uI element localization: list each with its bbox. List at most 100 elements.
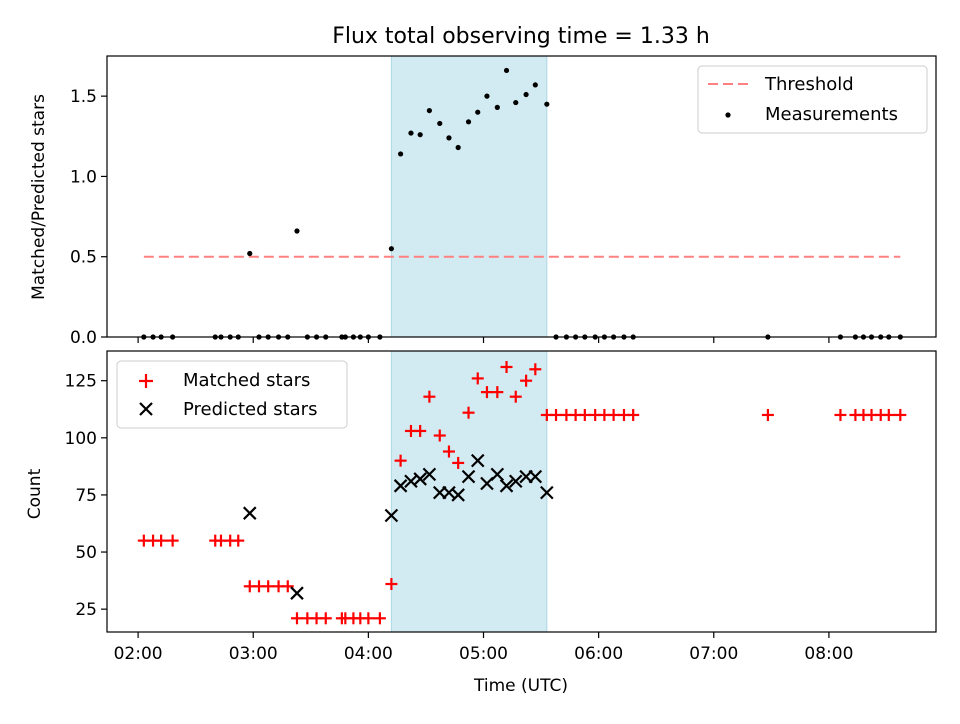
- predicted-star-point: [461, 469, 476, 484]
- bottom-y-tick-label: 125: [65, 372, 97, 392]
- measurement-point: [426, 107, 432, 114]
- matched-legend-label: Matched stars: [183, 370, 310, 391]
- top-highlight-band: [390, 55, 548, 338]
- top-legend: Threshold Measurements: [697, 65, 928, 134]
- matched-star-point: [627, 408, 640, 421]
- matched-star-point: [155, 534, 168, 547]
- x-tick-label: 03:00: [229, 644, 278, 664]
- bottom-y-tick-label: 75: [75, 486, 97, 506]
- top-legend-box: [697, 65, 928, 134]
- matched-star-point: [232, 534, 245, 547]
- bottom-y-ticks: 25 50 75 100 125: [65, 372, 107, 620]
- measurement-point: [475, 109, 481, 115]
- predicted-star-point: [451, 488, 465, 502]
- matched-star-point: [578, 408, 591, 421]
- measurement-point: [523, 91, 529, 98]
- bottom-frame: [106, 350, 937, 633]
- matched-star-point: [607, 408, 620, 421]
- matched-star-point: [520, 374, 533, 387]
- figure-title: Flux total observing time = 1.33 h: [332, 24, 710, 49]
- matched-star-markers: [137, 360, 907, 625]
- matched-star-point: [385, 578, 398, 591]
- top-frame: [106, 55, 937, 338]
- matched-star-point: [894, 408, 907, 421]
- measurement-point: [503, 67, 510, 74]
- top-panel: 0.0 0.5 1.0 1.5 Matched/Predicted stars Thr…: [29, 55, 937, 348]
- matched-star-point: [262, 580, 275, 593]
- predicted-star-markers: [242, 453, 554, 600]
- measurement-point: [247, 250, 253, 257]
- measurement-point: [294, 228, 300, 234]
- matched-star-point: [500, 360, 513, 373]
- matched-star-point: [471, 372, 484, 385]
- x-tick-label: 04:00: [344, 644, 393, 664]
- top-y-axis-label: Matched/Predicted stars: [29, 94, 49, 300]
- x-axis-label: Time (UTC): [473, 676, 568, 696]
- matched-star-point: [433, 429, 446, 442]
- matched-star-point: [414, 424, 427, 437]
- matched-star-point: [491, 386, 504, 399]
- predicted-legend-marker: [139, 402, 153, 416]
- matched-star-point: [319, 612, 332, 625]
- bottom-y-tick-label: 25: [75, 600, 97, 620]
- top-y-tick-label: 1.0: [70, 167, 97, 187]
- predicted-star-point: [290, 586, 304, 600]
- bottom-panel: 02:00 03:00 04:00 05:00 06:00 07:00 08:00 25 50…: [25, 350, 937, 696]
- top-y-tick-label: 0.0: [70, 328, 97, 348]
- top-y-tick-label: 0.5: [70, 248, 97, 268]
- predicted-star-point: [528, 469, 543, 484]
- bottom-legend: Matched stars Predicted stars: [116, 360, 348, 429]
- measurement-point: [408, 130, 414, 136]
- matched-star-point: [442, 445, 455, 458]
- measurements-legend-marker: [725, 112, 731, 118]
- x-tick-label: 08:00: [804, 644, 853, 664]
- measurement-point: [455, 144, 461, 151]
- measurement-point: [532, 82, 538, 88]
- bottom-highlight-band: [390, 350, 548, 633]
- matched-star-point: [529, 363, 542, 376]
- predicted-star-point: [508, 474, 523, 488]
- bottom-y-tick-label: 100: [65, 429, 97, 449]
- matched-legend-marker: [139, 374, 153, 388]
- matched-star-point: [166, 534, 179, 547]
- predicted-star-point: [422, 467, 437, 482]
- predicted-star-point: [413, 472, 427, 486]
- x-tick-label: 05:00: [459, 644, 508, 664]
- predicted-star-point: [540, 485, 554, 500]
- measurement-point: [437, 120, 443, 127]
- matched-star-point: [480, 386, 493, 399]
- matched-star-point: [373, 612, 386, 625]
- x-tick-label: 06:00: [574, 644, 623, 664]
- predicted-star-point: [384, 508, 399, 523]
- predicted-star-point: [490, 467, 505, 482]
- measurement-point: [544, 101, 550, 107]
- measurement-point: [465, 119, 472, 125]
- top-y-tick-label: 1.5: [70, 87, 97, 107]
- predicted-star-point: [393, 479, 408, 493]
- matched-star-point: [423, 390, 436, 403]
- threshold-legend-label: Threshold: [764, 74, 854, 95]
- bottom-legend-box: [116, 360, 348, 429]
- matched-star-point: [834, 408, 847, 421]
- bottom-y-axis-label: Count: [25, 468, 45, 519]
- measurement-point: [417, 132, 423, 138]
- top-x-ticks: [137, 337, 830, 343]
- measurement-point: [513, 99, 519, 106]
- matched-star-point: [290, 612, 303, 625]
- measurements-legend-label: Measurements: [765, 104, 898, 125]
- matched-star-point: [462, 406, 475, 419]
- measurement-point: [388, 246, 394, 252]
- measurement-point: [446, 135, 452, 141]
- x-tick-label: 02:00: [114, 644, 163, 664]
- measurement-point: [484, 93, 490, 99]
- predicted-legend-label: Predicted stars: [183, 399, 317, 420]
- matched-star-point: [281, 580, 294, 593]
- measurement-point: [494, 104, 500, 110]
- predicted-star-point: [499, 479, 514, 493]
- matched-star-point: [509, 390, 522, 403]
- matched-star-point: [452, 456, 465, 469]
- matched-star-point: [394, 454, 407, 467]
- bottom-x-ticks: 02:00 03:00 04:00 05:00 06:00 07:00 08:00: [114, 632, 853, 664]
- predicted-star-point: [242, 506, 257, 520]
